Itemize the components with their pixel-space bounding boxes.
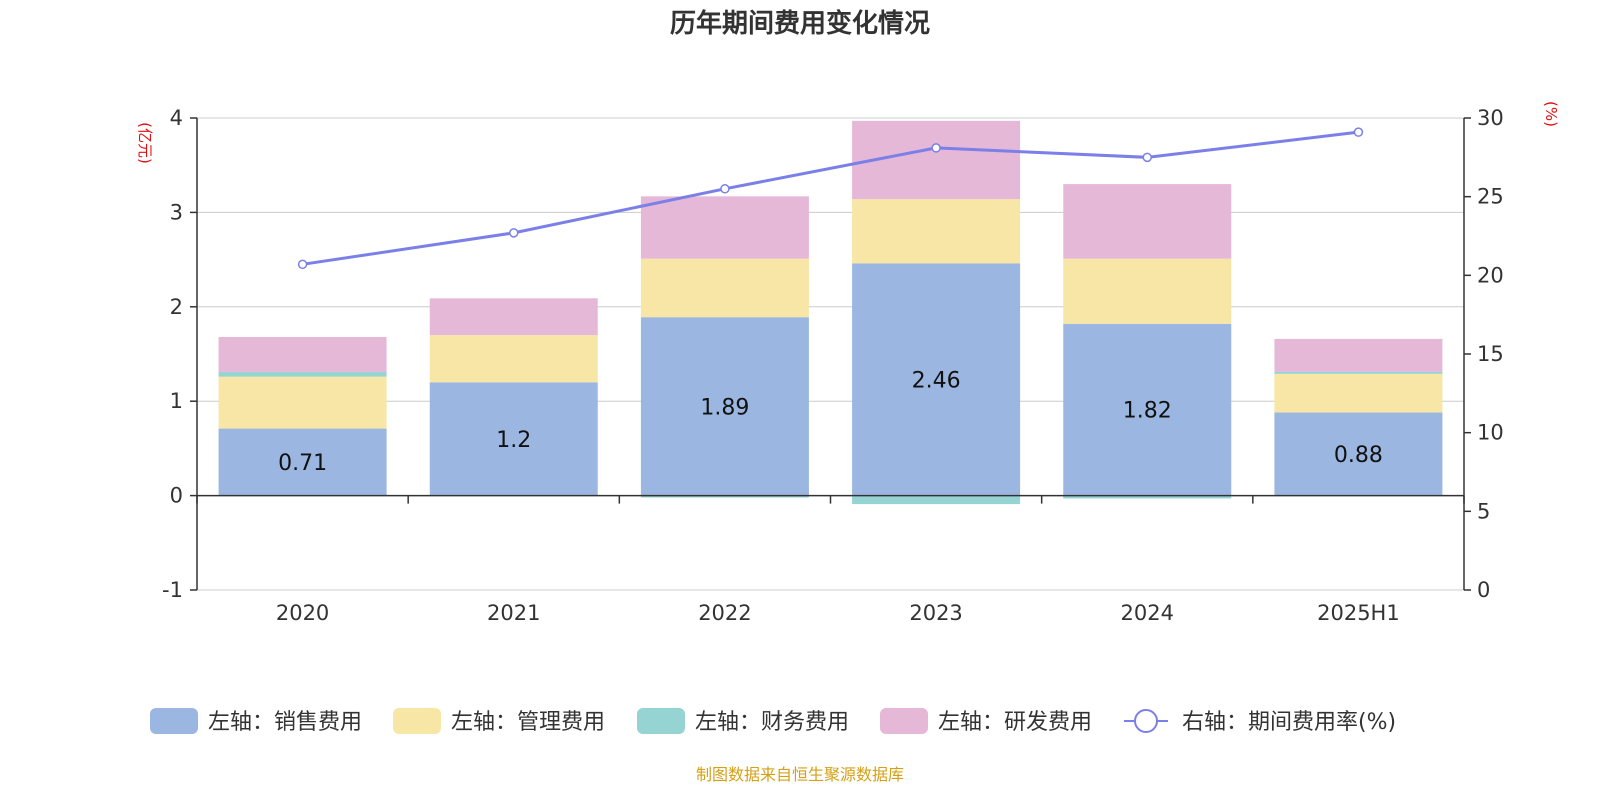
- bar-segment: [1063, 495, 1232, 499]
- rate-line-path: [302, 130, 1359, 266]
- left-axis-unit: (亿元): [136, 122, 154, 164]
- legend-label: 左轴：销售费用: [208, 710, 362, 735]
- x-tick-label: 2022: [698, 601, 751, 625]
- legend: 左轴：销售费用 左轴：管理费用 左轴：财务费用 左轴：研发费用 右轴：期间费用率(%): [150, 708, 1396, 735]
- legend-swatch: [880, 708, 928, 734]
- right-tick-label: 0: [1477, 578, 1490, 602]
- data-labels: 0.71 1.2 1.89 2.46 1.82 0.88: [278, 368, 1383, 476]
- x-tick-label: 2024: [1121, 601, 1174, 625]
- bar-segment: [640, 495, 809, 498]
- bar-segment: [429, 382, 598, 496]
- right-tick-label: 5: [1477, 499, 1490, 523]
- legend-label: 左轴：财务费用: [695, 710, 849, 735]
- right-tick-label: 20: [1477, 263, 1504, 287]
- data-label: 0.71: [278, 451, 327, 476]
- left-tick-label: 3: [170, 200, 183, 224]
- x-tick-label: 2025H1: [1317, 601, 1400, 625]
- data-label: 2.46: [912, 368, 961, 393]
- source-note: 制图数据来自恒生聚源数据库: [696, 765, 904, 784]
- legend-label: 左轴：管理费用: [451, 710, 605, 735]
- rate-point: [297, 259, 308, 270]
- legend-label: 左轴：研发费用: [938, 710, 1092, 735]
- rate-point: [509, 228, 519, 238]
- rate-line: [297, 127, 1364, 270]
- bar-segment: [1274, 338, 1443, 372]
- left-tick-label: 4: [170, 106, 183, 130]
- bar-segment: [429, 298, 598, 336]
- bar-segment: [1274, 373, 1443, 413]
- left-tick-label: 1: [170, 389, 183, 413]
- bar-segment: [1274, 412, 1443, 496]
- rate-point: [931, 143, 941, 153]
- legend-swatch: [393, 708, 441, 734]
- bar-segment: [852, 199, 1021, 264]
- bar-segment: [429, 335, 598, 383]
- data-label: 1.2: [496, 428, 531, 453]
- bar-segment: [640, 317, 809, 496]
- rate-point: [1142, 152, 1152, 163]
- legend-swatch: [150, 708, 198, 734]
- x-tick-label: 2020: [276, 601, 329, 625]
- right-tick-label: 25: [1477, 185, 1504, 209]
- bar-segment: [218, 428, 387, 496]
- x-tick-label: 2021: [487, 601, 540, 625]
- legend-swatch: [637, 708, 685, 734]
- bar-segment: [1063, 258, 1232, 324]
- axes: -1 0 1 2 3 4 0 5 10 15 20 25 30 2020 2021 2022 2023 2024 2…: [162, 106, 1504, 625]
- bar-segment: [218, 337, 387, 372]
- legend-marker: [1134, 709, 1158, 733]
- bar-segment: [218, 371, 387, 377]
- bar-segment: [1063, 323, 1232, 496]
- left-tick-label: 2: [170, 295, 183, 319]
- bar-segment: [640, 196, 809, 259]
- legend-label: 右轴：期间费用率(%): [1182, 710, 1396, 735]
- right-axis-unit: (%): [1542, 101, 1560, 127]
- data-label: 1.82: [1123, 399, 1172, 424]
- bar-segment: [852, 263, 1021, 496]
- rate-point: [1353, 127, 1364, 137]
- x-tick-label: 2023: [909, 601, 962, 625]
- bar-segment: [218, 376, 387, 429]
- rate-point: [720, 184, 730, 194]
- right-tick-label: 15: [1477, 342, 1504, 366]
- left-tick-label: 0: [170, 484, 183, 508]
- grid-lines: [197, 117, 1464, 591]
- bar-series: [218, 120, 1443, 505]
- bar-segment: [1063, 184, 1232, 259]
- bar-segment: [852, 495, 1021, 505]
- data-label: 0.88: [1334, 443, 1383, 468]
- right-tick-label: 10: [1477, 421, 1504, 445]
- bar-segment: [1274, 371, 1443, 374]
- chart-title: 历年期间费用变化情况: [670, 8, 930, 39]
- left-tick-label: -1: [162, 578, 183, 602]
- right-tick-label: 30: [1477, 106, 1504, 130]
- data-label: 1.89: [700, 395, 749, 420]
- bar-segment: [640, 258, 809, 318]
